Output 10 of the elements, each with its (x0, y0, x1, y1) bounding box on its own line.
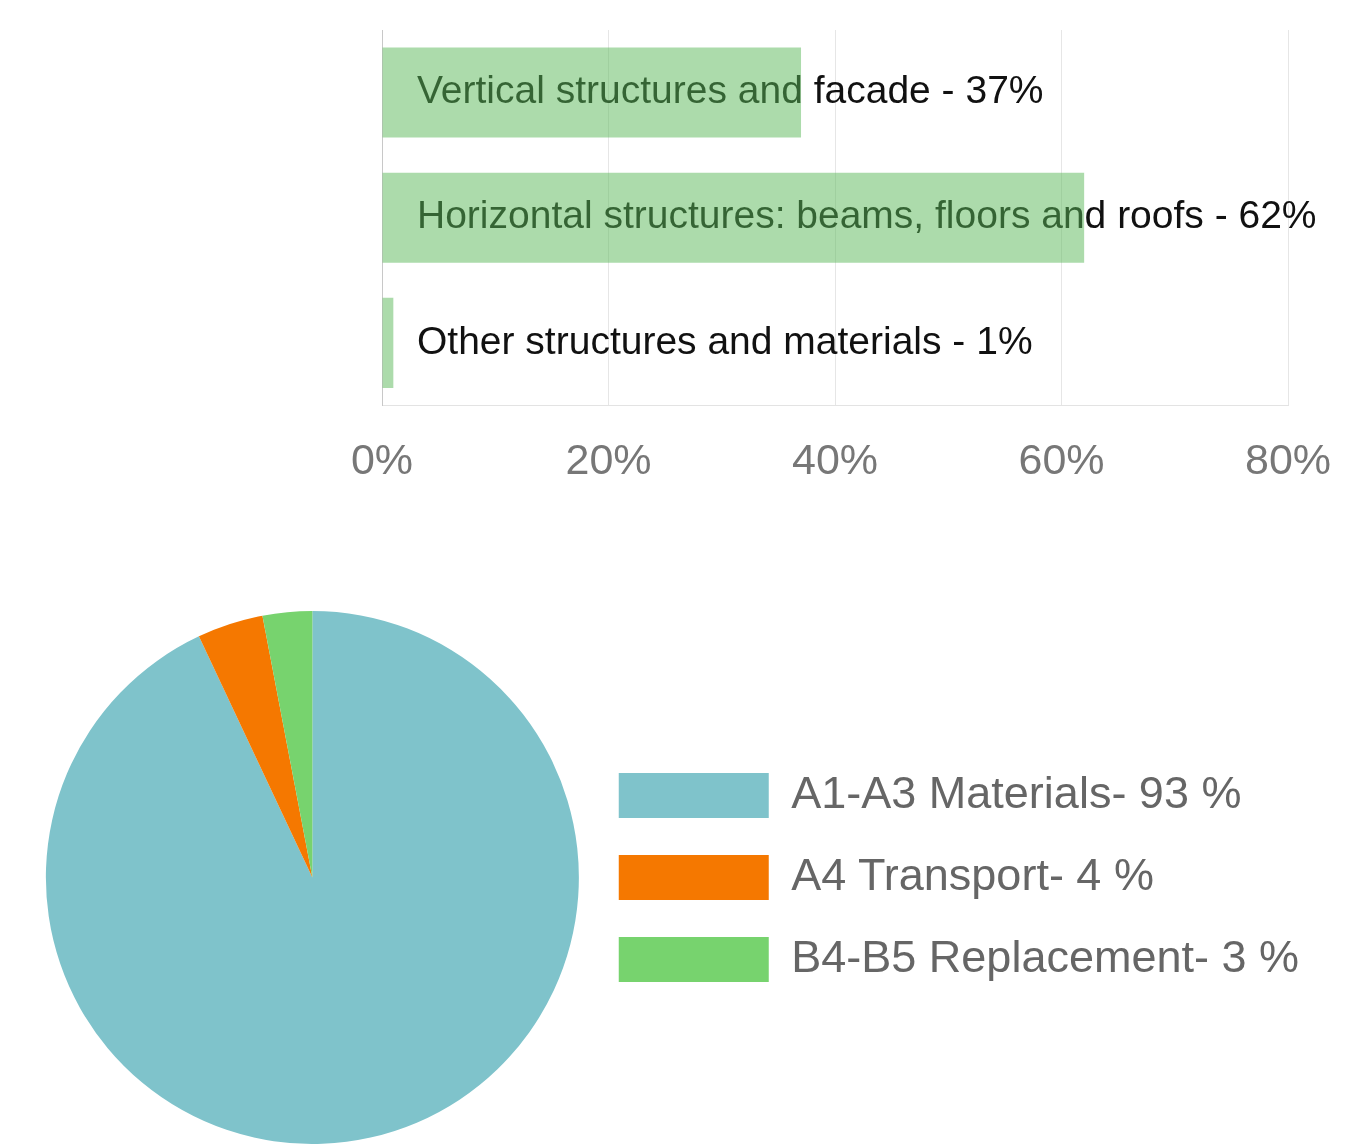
legend-label: A1-A3 Materials- 93 % (791, 766, 1242, 818)
y-tick-label: Other structures and materials - 1% (417, 318, 1033, 362)
x-tick-label: 40% (791, 435, 879, 484)
x-tick-label: 80% (1244, 435, 1332, 484)
legend-label: A4 Transport- 4 % (791, 848, 1154, 900)
y-tick-label: Vertical structures and facade - 37% (417, 68, 1044, 112)
x-tick-label: 20% (565, 435, 652, 484)
x-tick-label: 60% (1018, 435, 1105, 484)
legend-label: B4-B5 Replacement- 3 % (791, 930, 1300, 982)
x-tick-label: 0% (350, 435, 414, 484)
